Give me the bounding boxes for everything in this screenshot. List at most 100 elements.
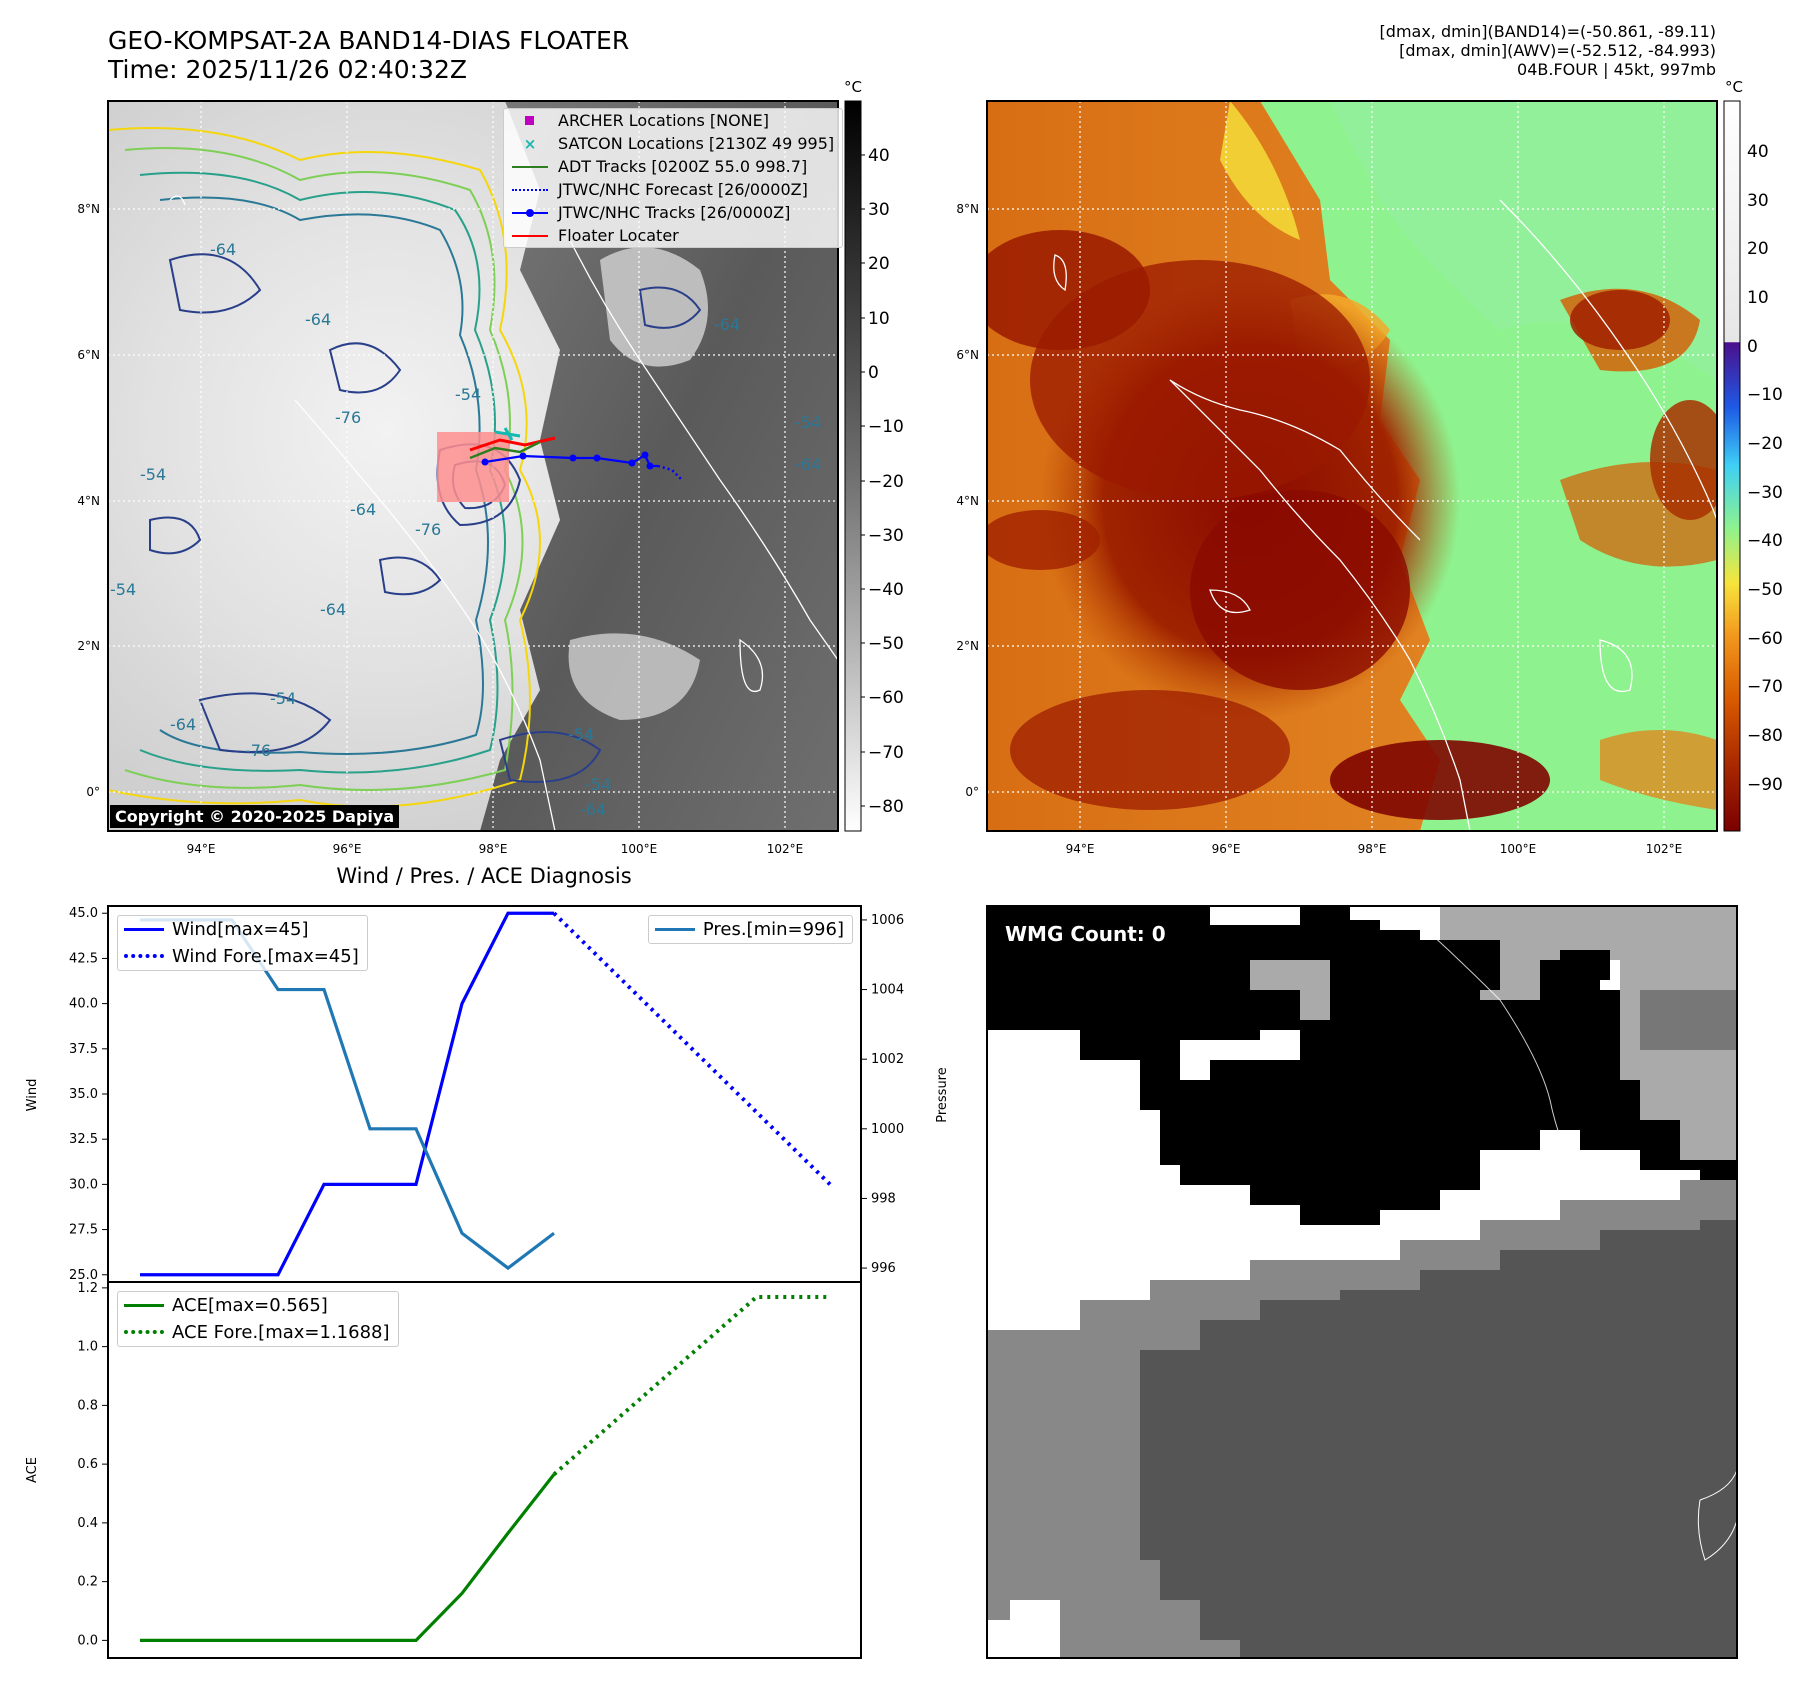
awv-colorbar-ticks: 40 30 20 10 0 −10 −20 −30 −40 −50 −60 −7… — [1747, 142, 1783, 795]
lon-label: 102°E — [767, 842, 804, 856]
cb-tick: 10 — [1747, 288, 1769, 308]
storm-info: 04B.FOUR | 45kt, 997mb — [1517, 60, 1716, 79]
lon-label: 98°E — [479, 842, 508, 856]
cb-tick: −80 — [1747, 726, 1783, 746]
gray-colorbar — [844, 100, 862, 832]
adt-track — [469, 440, 541, 460]
contour-label: -64 — [350, 500, 376, 519]
contour-labels: -54 -64 -76 -54 -64 -64 -54 -64 -76 -54 … — [110, 240, 821, 819]
lon-label: 98°E — [1358, 842, 1387, 856]
legend-ace: ACE[max=0.565] — [118, 1292, 398, 1319]
pressure-tick-label: 1002 — [871, 1052, 904, 1067]
cb-tick: 30 — [868, 200, 890, 220]
legend-label: Pres.[min=996] — [702, 919, 844, 940]
square-marker-icon — [510, 114, 550, 128]
ace-yticks: 1.2 1.0 0.8 0.6 0.4 0.2 0.0 — [77, 1281, 108, 1648]
wind-tick-label: 40.0 — [69, 997, 98, 1012]
figure-title: GEO-KOMPSAT-2A BAND14-DIAS FLOATER — [108, 26, 630, 55]
contour-label: -54 — [110, 580, 136, 599]
pressure-legend: Pres.[min=996] — [647, 915, 853, 944]
wmg-black-region — [987, 906, 1737, 1225]
cb-tick: −20 — [1747, 434, 1783, 454]
wind-tick-label: 27.5 — [69, 1223, 98, 1238]
cb-tick: 40 — [1747, 142, 1769, 162]
wind-line — [140, 911, 554, 1277]
ir-map-frame — [107, 100, 839, 832]
solid-line-icon — [654, 923, 695, 937]
solid-line-icon — [124, 1299, 164, 1313]
cb-tick: −40 — [1747, 531, 1783, 551]
legend-jtwc-forecast: JTWC/NHC Forecast [26/0000Z] — [504, 178, 842, 201]
legend-ace-forecast: ACE Fore.[max=1.1688] — [118, 1319, 398, 1346]
floater-locator-box — [437, 432, 509, 502]
contour-label: -64 — [795, 455, 821, 474]
lat-label: 4°N — [77, 494, 100, 508]
map-gridlines-awv — [987, 101, 1717, 831]
contour-label: -54 — [140, 465, 166, 484]
lon-label: 94°E — [1066, 842, 1095, 856]
contour-label: -54 — [585, 775, 611, 794]
lon-label: 96°E — [1212, 842, 1241, 856]
contour-label: -76 — [245, 741, 271, 760]
ace-tick-label: 0.6 — [77, 1457, 98, 1472]
dotted-line-icon — [124, 1326, 164, 1340]
pressure-tick-label: 998 — [871, 1191, 896, 1206]
gray-colorbar-ticks: 40 30 20 10 0 −10 −20 −30 −40 −50 −60 −7… — [868, 146, 904, 817]
wind-legend: Wind[max=45] Wind Fore.[max=45] — [117, 915, 368, 971]
contour-label: -64 — [580, 800, 606, 819]
lon-label: 96°E — [333, 842, 362, 856]
awv-map-frame — [986, 100, 1718, 832]
copyright-badge: Copyright © 2020-2025 Dapiya — [110, 805, 400, 828]
lon-label: 100°E — [621, 842, 658, 856]
lon-label: 94°E — [187, 842, 216, 856]
lat-label: 0° — [86, 785, 100, 799]
cb-tick: 0 — [1747, 337, 1758, 357]
cb-tick: 30 — [1747, 191, 1769, 211]
contour-label: -64 — [210, 240, 236, 259]
ace-series — [140, 1295, 830, 1642]
wind-yticks: 45.0 42.5 40.0 37.5 35.0 32.5 30.0 27.5 25.0 — [69, 906, 108, 1283]
wind-forecast-line — [552, 911, 832, 1186]
cb-tick: 40 — [868, 146, 890, 166]
legend-floater: Floater Locater — [504, 224, 842, 247]
floater-locater-track — [469, 436, 556, 452]
wmg-panel — [987, 906, 1737, 1658]
wind-tick-label: 45.0 — [69, 906, 98, 921]
legend-label: Floater Locater — [558, 226, 679, 245]
wind-tick-label: 37.5 — [69, 1042, 98, 1057]
solid-line-icon — [510, 160, 550, 174]
stats-awv: [dmax, dmin](AWV)=(-52.512, -84.993) — [1399, 41, 1716, 60]
ace-axis-label: ACE — [25, 1457, 40, 1483]
ir-map-lon-labels: 94°E 96°E 98°E 100°E 102°E — [187, 842, 804, 856]
x-marker-icon: × — [523, 134, 537, 153]
contour-label: -64 — [320, 600, 346, 619]
figure-stats-block: [dmax, dmin](BAND14)=(-50.861, -89.11) [… — [1380, 22, 1716, 79]
map-legend: ARCHER Locations [NONE] × SATCON Locatio… — [503, 108, 844, 248]
ace-forecast-line — [552, 1295, 830, 1476]
diagnosis-title: Wind / Pres. / ACE Diagnosis — [336, 864, 631, 888]
lat-label: 6°N — [77, 348, 100, 362]
contour-label: -76 — [335, 408, 361, 427]
awv-map-lat-labels: 8°N 6°N 4°N 2°N 0° — [956, 202, 979, 799]
pressure-axis-label: Pressure — [935, 1067, 950, 1123]
cb-tick: 0 — [868, 363, 879, 383]
awv-map-lon-labels: 94°E 96°E 98°E 100°E 102°E — [1066, 842, 1683, 856]
solid-line-icon — [124, 923, 164, 937]
legend-label: ACE Fore.[max=1.1688] — [172, 1322, 390, 1343]
legend-label: JTWC/NHC Forecast [26/0000Z] — [558, 180, 808, 199]
legend-label: ADT Tracks [0200Z 55.0 998.7] — [558, 157, 808, 176]
wmg-lightgray-region — [1215, 906, 1737, 1160]
lon-label: 102°E — [1646, 842, 1683, 856]
cb-tick: −70 — [1747, 677, 1783, 697]
wmg-count-label: WMG Count: 0 — [1005, 922, 1166, 946]
legend-label: Wind[max=45] — [172, 919, 309, 940]
cb-tick: −20 — [868, 472, 904, 492]
contour-label: -54 — [455, 385, 481, 404]
figure-time: Time: 2025/11/26 02:40:32Z — [108, 55, 467, 84]
legend-archer: ARCHER Locations [NONE] — [504, 109, 842, 132]
dotted-line-icon — [510, 183, 550, 197]
wind-tick-label: 30.0 — [69, 1177, 98, 1192]
cb-tick: 20 — [868, 254, 890, 274]
legend-label: ARCHER Locations [NONE] — [558, 111, 769, 130]
lat-label: 4°N — [956, 494, 979, 508]
